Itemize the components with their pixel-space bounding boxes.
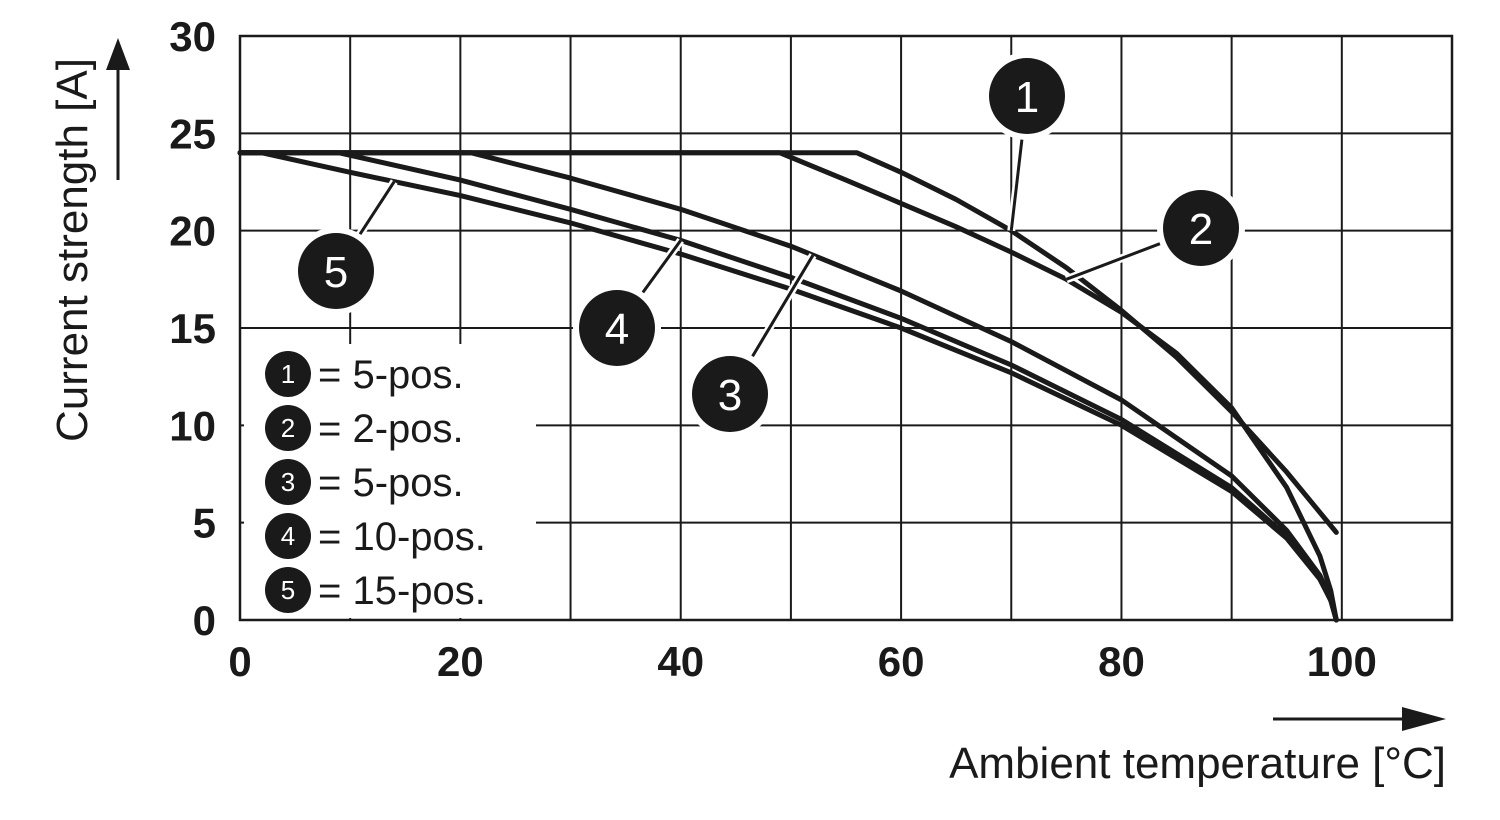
legend-label: = 5-pos. bbox=[318, 353, 464, 397]
legend-marker-number: 3 bbox=[281, 467, 295, 497]
legend-marker bbox=[265, 459, 311, 505]
legend-item: 5 = 15-pos. bbox=[265, 567, 486, 613]
y-tick-label: 25 bbox=[169, 110, 216, 157]
x-tick-label: 0 bbox=[228, 638, 251, 685]
curve-callouts: 1 2 3 4 5 bbox=[292, 52, 1245, 438]
y-tick-label: 30 bbox=[169, 13, 216, 60]
callout-badge bbox=[692, 356, 768, 432]
callout-2: 2 bbox=[1064, 184, 1245, 284]
legend: 1 = 5-pos. 2 = 2-pos. 3 = 5-pos. 4 = 10-pos. 5 = … bbox=[244, 344, 536, 618]
series-line-5 bbox=[237, 150, 1339, 623]
y-tick-label: 20 bbox=[169, 208, 216, 255]
legend-marker bbox=[265, 567, 311, 613]
y-tick-label: 0 bbox=[193, 597, 216, 644]
callout-1: 1 bbox=[983, 52, 1071, 232]
up-arrow-icon bbox=[106, 38, 130, 180]
x-tick-label: 60 bbox=[878, 638, 925, 685]
legend-label: = 2-pos. bbox=[318, 407, 464, 451]
callout-number: 1 bbox=[1015, 73, 1039, 122]
callout-5: 5 bbox=[292, 179, 398, 315]
callout-badge bbox=[1163, 190, 1239, 266]
y-tick-label: 15 bbox=[169, 305, 216, 352]
y-tick-label: 10 bbox=[169, 402, 216, 449]
x-tick-label: 80 bbox=[1098, 638, 1145, 685]
y-tick-label: 5 bbox=[193, 500, 216, 547]
legend-marker bbox=[265, 405, 311, 451]
x-tick-label: 100 bbox=[1307, 638, 1377, 685]
series-line-2 bbox=[237, 150, 1339, 623]
legend-item: 3 = 5-pos. bbox=[265, 459, 464, 505]
x-tick-label: 20 bbox=[437, 638, 484, 685]
legend-label: = 15-pos. bbox=[318, 569, 486, 613]
legend-marker-number: 4 bbox=[281, 521, 295, 551]
legend-marker bbox=[265, 513, 311, 559]
legend-label: = 5-pos. bbox=[318, 461, 464, 505]
callout-number: 4 bbox=[605, 305, 629, 354]
y-axis-title: Current strength [A] bbox=[48, 58, 97, 442]
series-layer bbox=[237, 150, 1339, 623]
callout-number: 3 bbox=[718, 371, 742, 420]
right-arrow-icon bbox=[1273, 707, 1446, 731]
legend-item: 2 = 2-pos. bbox=[265, 405, 464, 451]
callout-badge bbox=[298, 233, 374, 309]
callout-4: 4 bbox=[573, 238, 684, 372]
legend-marker bbox=[265, 351, 311, 397]
legend-item: 4 = 10-pos. bbox=[265, 513, 486, 559]
callout-number: 5 bbox=[324, 248, 348, 297]
legend-marker-number: 5 bbox=[281, 575, 295, 605]
legend-marker-number: 1 bbox=[281, 359, 295, 389]
callout-3: 3 bbox=[686, 253, 817, 438]
callout-badge bbox=[989, 58, 1065, 134]
legend-marker-number: 2 bbox=[281, 413, 295, 443]
callout-badge bbox=[579, 290, 655, 366]
callout-number: 2 bbox=[1189, 205, 1213, 254]
legend-label: = 10-pos. bbox=[318, 515, 486, 559]
x-axis-title: Ambient temperature [°C] bbox=[949, 739, 1446, 788]
legend-item: 1 = 5-pos. bbox=[265, 351, 464, 397]
x-tick-label: 40 bbox=[657, 638, 704, 685]
